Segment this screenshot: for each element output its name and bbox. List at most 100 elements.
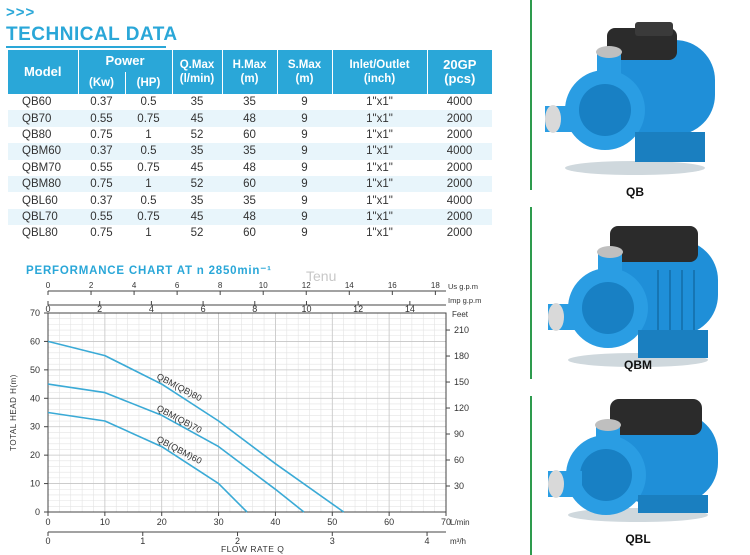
spec-table-body: QB60 0.37 0.5 35 35 9 1"x1" 4000 QB70 0.55 0.75 45 4… — [8, 94, 492, 242]
usgpm-tick-label: 6 — [175, 281, 180, 290]
cell-qmax: 52 — [172, 225, 222, 242]
cell-model: QBM80 — [8, 175, 78, 193]
cell-smax: 9 — [277, 94, 332, 111]
cell-hp: 0.75 — [125, 110, 172, 127]
th-power: Power — [78, 50, 173, 72]
plot-frame — [47, 312, 447, 513]
usgpm-tick-label: 12 — [302, 281, 311, 290]
cell-qmax: 45 — [172, 159, 222, 176]
cell-kw: 0.55 — [78, 110, 125, 127]
th-qmax-label: Q.Max — [179, 59, 215, 71]
th-smax-label: S.Max — [287, 59, 322, 71]
cell-hp: 1 — [125, 175, 172, 193]
cell-smax: 9 — [277, 192, 332, 209]
x-tick-label: 20 — [157, 517, 167, 527]
cell-smax: 9 — [277, 175, 332, 193]
pump-qbm-image — [548, 226, 718, 367]
feet-tick-label: 210 — [454, 325, 469, 335]
cell-model: QBL70 — [8, 208, 78, 226]
cell-hmax: 35 — [222, 192, 277, 209]
cell-kw: 0.75 — [78, 225, 125, 242]
pump-qb-label: QB — [626, 185, 644, 199]
th-gp-label: 20GP — [443, 57, 477, 72]
th-smax-unit: (m) — [295, 73, 314, 85]
cell-inlet: 1"x1" — [332, 225, 427, 242]
cell-gp: 2000 — [427, 208, 492, 226]
impgpm-tick-label: 10 — [301, 304, 311, 314]
x-axis-title: FLOW RATE Q — [221, 544, 284, 554]
cell-inlet: 1"x1" — [332, 126, 427, 144]
impgpm-tick-label: 14 — [405, 304, 415, 314]
m3h-tick-label: 2 — [235, 536, 240, 546]
cell-hp: 0.5 — [125, 94, 172, 111]
table-row: QBM80 0.75 1 52 60 9 1"x1" 2000 — [8, 175, 492, 193]
pump-qb-image — [545, 22, 715, 175]
table-row: QBL70 0.55 0.75 45 48 9 1"x1" 2000 — [8, 208, 492, 226]
cell-model: QBM60 — [8, 143, 78, 160]
cell-model: QB60 — [8, 94, 78, 111]
cell-hp: 1 — [125, 225, 172, 242]
table-row: QBM70 0.55 0.75 45 48 9 1"x1" 2000 — [8, 159, 492, 176]
table-row: QB70 0.55 0.75 45 48 9 1"x1" 2000 — [8, 110, 492, 127]
cell-qmax: 45 — [172, 110, 222, 127]
usgpm-tick-label: 10 — [259, 281, 268, 290]
feet-tick-label: 180 — [454, 351, 469, 361]
cell-model: QB80 — [8, 126, 78, 144]
feet-tick-label: 150 — [454, 377, 469, 387]
table-row: QB80 0.75 1 52 60 9 1"x1" 2000 — [8, 126, 492, 144]
header-arrows: >>> — [6, 4, 36, 21]
x-tick-label: 50 — [327, 517, 337, 527]
cell-inlet: 1"x1" — [332, 192, 427, 209]
cell-kw: 0.75 — [78, 175, 125, 193]
cell-inlet: 1"x1" — [332, 94, 427, 111]
pump-qbl-label: QBL — [625, 532, 651, 546]
cell-smax: 9 — [277, 225, 332, 242]
pump-qbm-label: QBM — [624, 358, 652, 372]
m3h-unit-label: m³/h — [450, 537, 466, 546]
usgpm-tick-label: 18 — [431, 281, 440, 290]
cell-gp: 2000 — [427, 126, 492, 144]
y-tick-label: 20 — [30, 450, 40, 460]
cell-inlet: 1"x1" — [332, 159, 427, 176]
y-tick-label: 70 — [30, 308, 40, 318]
cell-smax: 9 — [277, 126, 332, 144]
cell-gp: 2000 — [427, 175, 492, 193]
th-smax: S.Max (m) — [277, 50, 333, 94]
cell-gp: 4000 — [427, 192, 492, 209]
cell-inlet: 1"x1" — [332, 208, 427, 226]
th-model: Model — [8, 50, 79, 94]
cell-qmax: 52 — [172, 175, 222, 193]
series-line-0 — [47, 340, 345, 513]
chart-title: PERFORMANCE CHART AT n 2850min⁻¹ — [26, 265, 272, 277]
x-tick-label: 10 — [100, 517, 110, 527]
impgpm-tick-label: 0 — [45, 304, 50, 314]
cell-gp: 2000 — [427, 159, 492, 176]
th-hmax-label: H.Max — [232, 59, 267, 71]
watermark-logo: Tenu — [306, 268, 337, 284]
series-line-1 — [47, 383, 305, 513]
impgpm-tick-label: 2 — [97, 304, 102, 314]
y-tick-label: 10 — [30, 479, 40, 489]
table-row: QBL80 0.75 1 52 60 9 1"x1" 2000 — [8, 225, 492, 242]
cell-kw: 0.37 — [78, 192, 125, 209]
th-inlet: Inlet/Outlet (inch) — [332, 50, 428, 94]
x-unit-label: L/min — [450, 518, 470, 527]
cell-smax: 9 — [277, 143, 332, 160]
series-label-2: QB(QBM)60 — [155, 434, 203, 466]
cell-hmax: 48 — [222, 159, 277, 176]
usgpm-tick-label: 16 — [388, 281, 397, 290]
cell-gp: 4000 — [427, 143, 492, 160]
impgpm-tick-label: 12 — [353, 304, 363, 314]
cell-smax: 9 — [277, 208, 332, 226]
cell-kw: 0.75 — [78, 126, 125, 144]
cell-hp: 0.75 — [125, 159, 172, 176]
cell-hmax: 35 — [222, 143, 277, 160]
x-tick-label: 40 — [270, 517, 280, 527]
usgpm-tick-label: 2 — [89, 281, 94, 290]
y-tick-label: 0 — [35, 507, 40, 517]
cell-qmax: 35 — [172, 143, 222, 160]
th-qmax-unit: (l/min) — [179, 73, 215, 85]
cell-kw: 0.37 — [78, 94, 125, 111]
th-kw: (Kw) — [78, 72, 126, 94]
